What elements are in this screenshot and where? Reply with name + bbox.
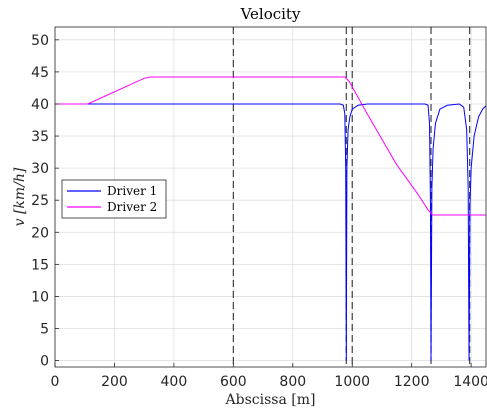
y-axis-label: v [km/h] [12,167,28,226]
plot-frame [54,26,487,368]
y-tick-labels: 0 5 10 15 20 25 30 35 40 45 50 [31,33,59,370]
vertical-markers [232,27,471,367]
x-tick-label: 600 [220,374,247,390]
x-tick-label: 1000 [334,374,370,390]
x-tick-label: 200 [101,374,128,390]
y-tick-label: 10 [31,289,49,305]
x-tick-label: 800 [279,374,306,390]
y-tick-label: 45 [31,65,49,81]
x-tick-label: 0 [51,374,60,390]
y-tick-label: 35 [31,129,49,145]
y-tick-label: 50 [31,33,49,49]
x-tick-labels: 0 200 400 600 800 1000 1200 1400 [51,363,487,390]
x-tick-label: 1200 [394,374,430,390]
y-tick-label: 20 [31,225,49,241]
legend-label: Driver 2 [107,200,157,214]
legend-box [61,179,167,219]
y-tick-label: 40 [31,97,49,113]
x-axis-label: Abscissa [m] [225,392,316,408]
series-line-driver-2 [55,76,486,216]
series-lines [55,76,487,361]
legend: Driver 1 Driver 2 [61,179,167,219]
y-tick-label: 0 [40,354,49,370]
x-tick-label: 1400 [453,374,487,390]
legend-label: Driver 1 [107,184,157,198]
series-line-driver-1 [55,103,487,361]
y-tick-label: 25 [31,193,49,209]
chart-title: Velocity [240,5,301,23]
y-tick-label: 30 [31,161,49,177]
y-tick-label: 5 [40,322,49,338]
y-tick-label: 15 [31,257,49,273]
x-tick-label: 400 [161,374,188,390]
